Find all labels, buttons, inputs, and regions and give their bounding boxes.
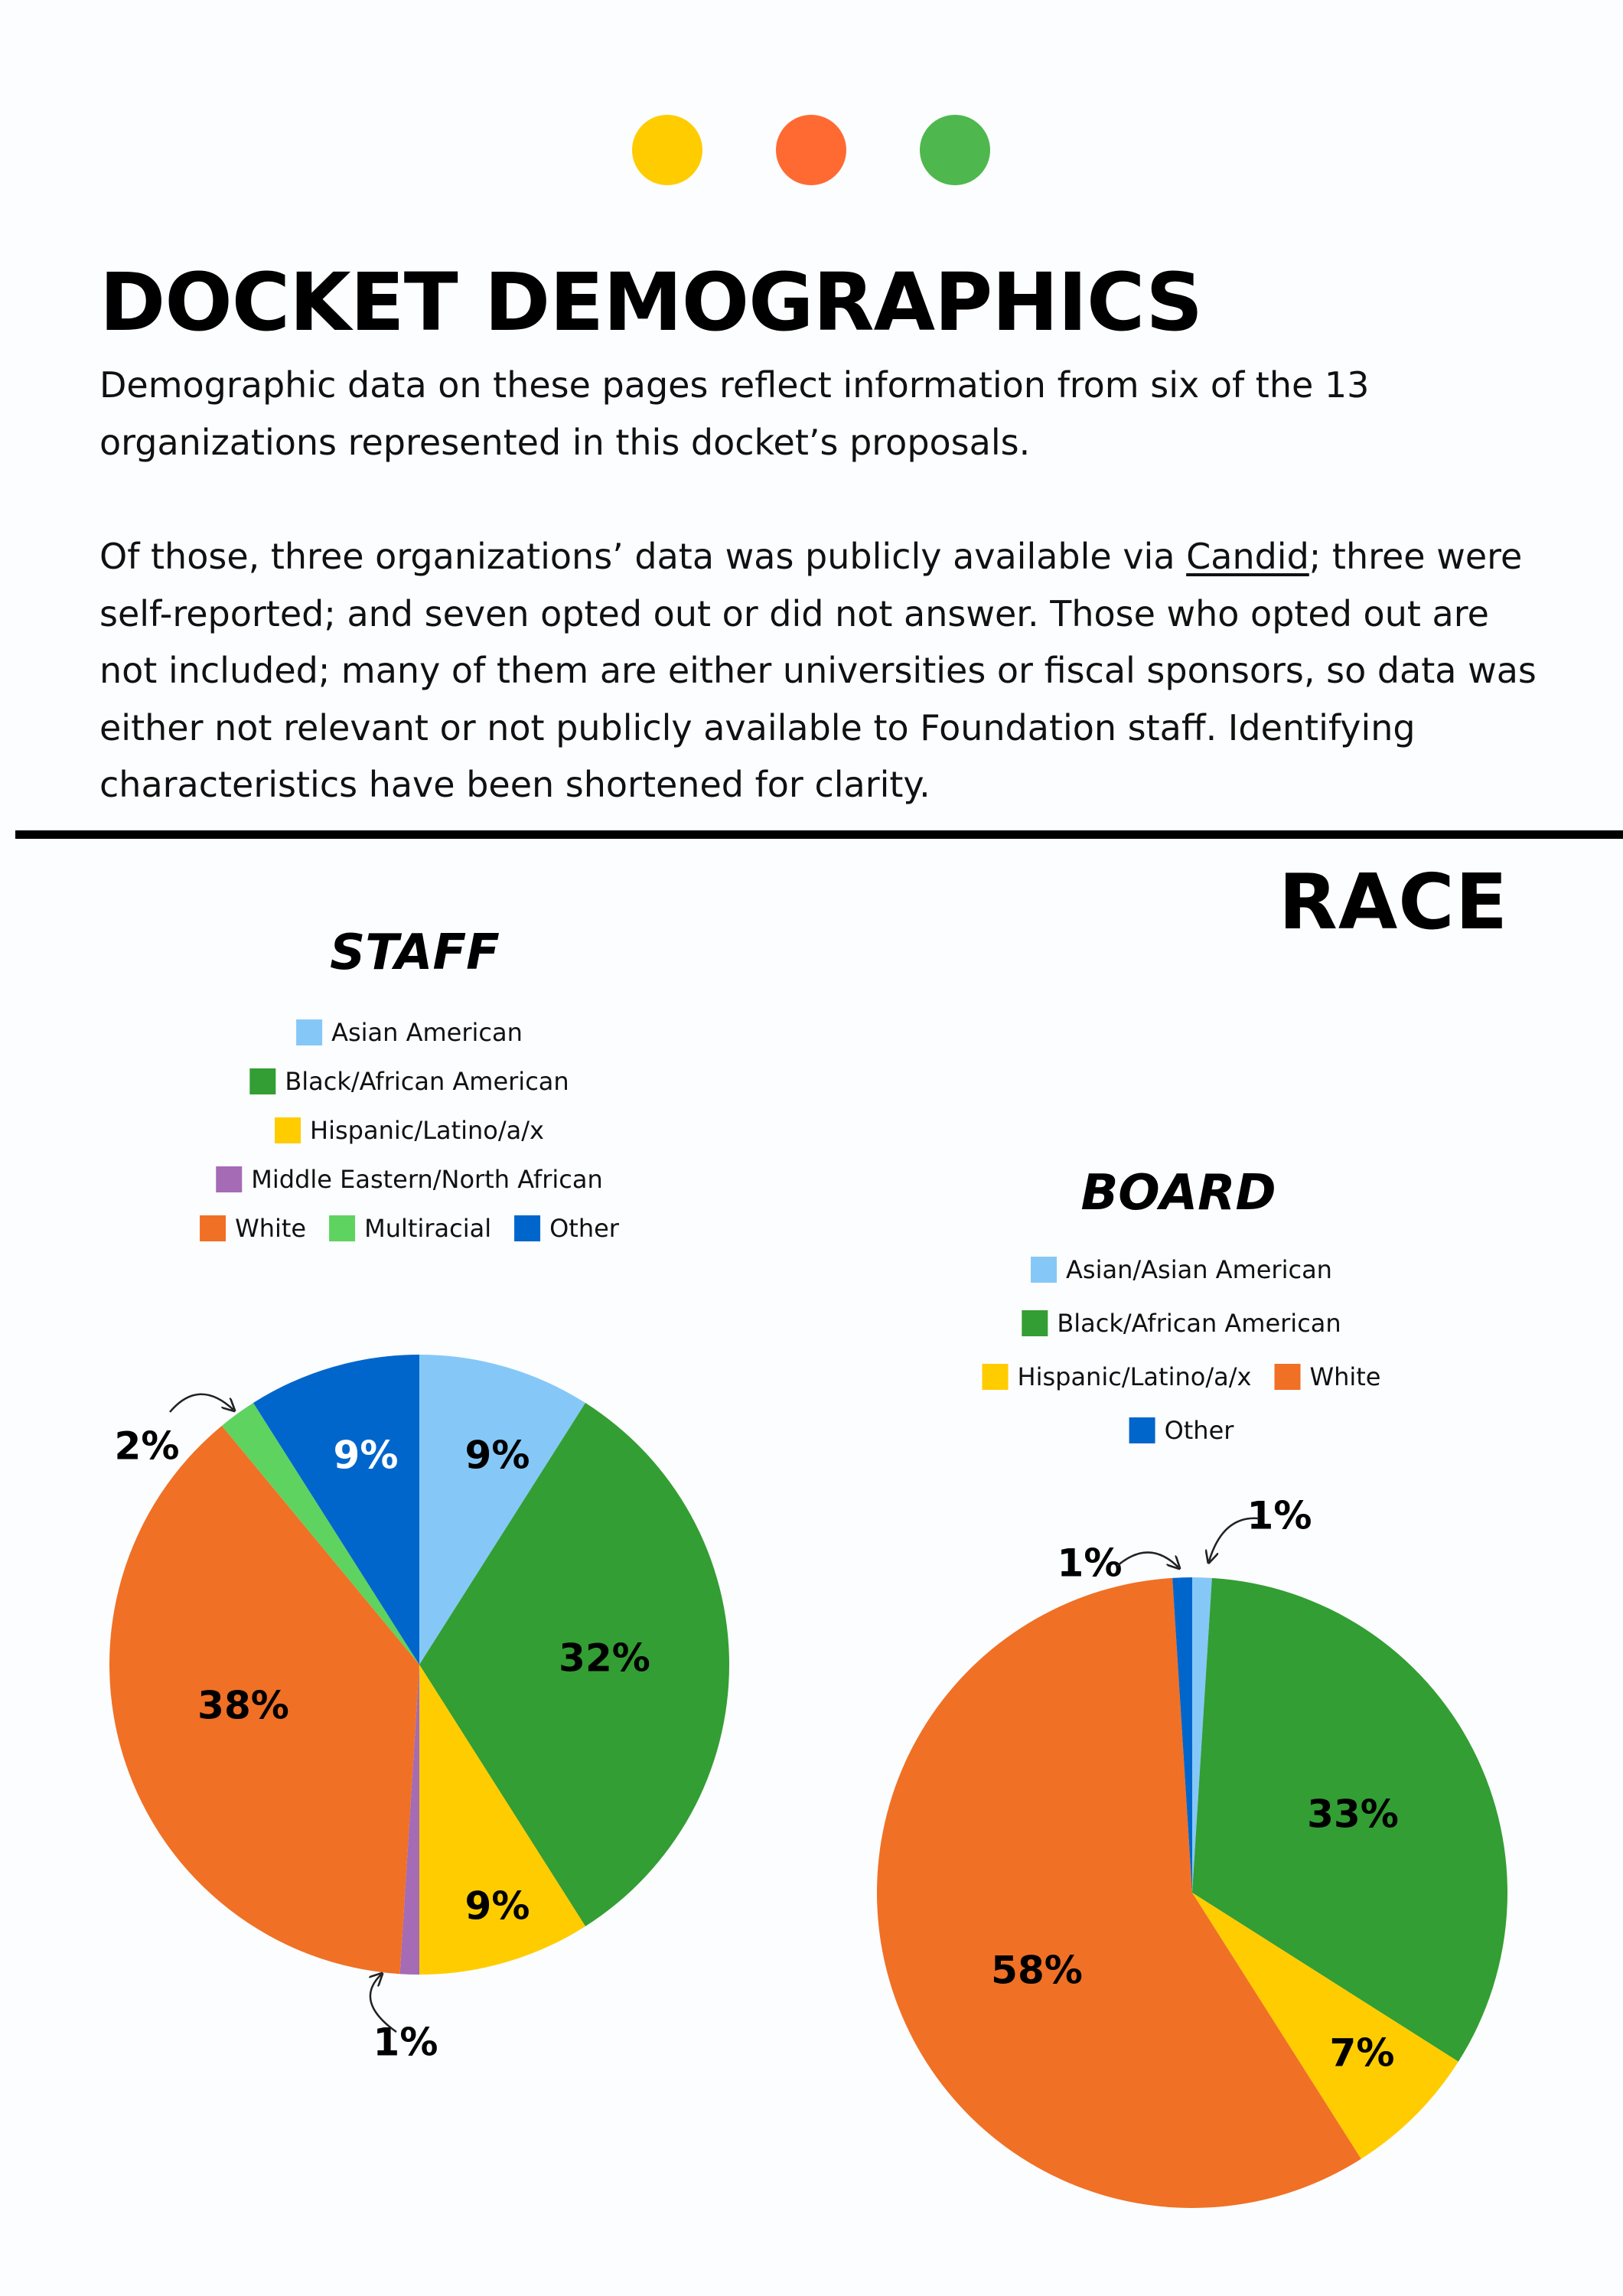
board-legend-row: Black/African American	[1022, 1309, 1341, 1338]
legend-label: White	[235, 1214, 307, 1243]
green-dot-icon	[920, 115, 990, 185]
staff-legend-item: Black/African American	[249, 1067, 569, 1096]
methodology-text-end: ; three were self-reported; and seven op…	[99, 536, 1537, 805]
legend-swatch	[1274, 1364, 1301, 1390]
board-slice-other	[1172, 1577, 1192, 1893]
staff-slice-label: 9%	[334, 1433, 399, 1478]
legend-label: Multiracial	[364, 1214, 492, 1243]
board-slice-label: 58%	[991, 1949, 1083, 1993]
legend-label: Hispanic/Latino/a/x	[1017, 1362, 1252, 1391]
legend-label: Middle Eastern/North African	[251, 1165, 603, 1194]
candid-link[interactable]: Candid	[1186, 536, 1309, 577]
board-slice-hispanic-latino-a-x	[1192, 1893, 1458, 2159]
staff-slice-label: 1%	[373, 2020, 438, 2065]
board-slice-label: 7%	[1330, 2031, 1395, 2076]
board-slice-black-african-american	[1192, 1577, 1508, 2062]
legend-label: Other	[1164, 1416, 1234, 1445]
board-slice-white	[876, 1577, 1361, 2208]
staff-slice-label: 2%	[115, 1424, 180, 1469]
legend-swatch	[275, 1117, 301, 1143]
board-slice-asian-asian-american	[1192, 1577, 1212, 1893]
staff-slice-middle-eastern-north-african	[399, 1665, 419, 1975]
section-title-race: RACE	[1278, 857, 1508, 947]
callout-arrow	[370, 1975, 397, 2033]
board-legend-row: Hispanic/Latino/a/x White	[982, 1362, 1380, 1391]
legend-swatch	[200, 1215, 227, 1241]
staff-slice-black-african-american	[419, 1403, 729, 1926]
staff-legend-row: Middle Eastern/North African	[216, 1165, 603, 1194]
legend-label: White	[1309, 1362, 1381, 1391]
staff-slice-label: 9%	[465, 1884, 530, 1929]
legend-swatch	[216, 1166, 243, 1192]
legend-label: Asian American	[331, 1018, 523, 1047]
staff-pie-chart: 9% 32% 9% 1% 38% 2% 9%	[109, 1355, 729, 2065]
staff-legend-item: Multiracial	[329, 1214, 491, 1243]
staff-slice-label: 38%	[197, 1684, 289, 1728]
legend-swatch	[249, 1068, 276, 1094]
legend-label: Asian/Asian American	[1066, 1255, 1332, 1284]
methodology-paragraph: Of those, three organizations’ data was …	[99, 528, 1553, 814]
methodology-text-start: Of those, three organizations’ data was …	[99, 536, 1187, 577]
staff-legend-row: Asian American	[296, 1018, 523, 1047]
orange-dot-icon	[776, 115, 846, 185]
legend-swatch	[329, 1215, 356, 1241]
board-pie-chart: 1% 33% 7% 58% 1%	[876, 1494, 1508, 2208]
staff-chart-title: STAFF	[330, 925, 500, 981]
staff-legend-item: Hispanic/Latino/a/x	[275, 1116, 544, 1145]
staff-slice-multiracial	[221, 1403, 419, 1665]
board-slice-label: 33%	[1307, 1792, 1399, 1837]
staff-slice-asian-american	[419, 1355, 586, 1665]
board-slice-label: 1%	[1247, 1494, 1312, 1538]
staff-slice-label: 9%	[465, 1433, 530, 1478]
legend-label: Other	[549, 1214, 619, 1243]
board-legend-item: White	[1274, 1362, 1380, 1391]
staff-legend-item: Other	[514, 1214, 619, 1243]
staff-slice-label: 32%	[559, 1636, 650, 1681]
page-title: DOCKET DEMOGRAPHICS	[99, 256, 1203, 349]
board-legend-item: Other	[1129, 1416, 1234, 1445]
callout-arrow	[169, 1393, 233, 1412]
staff-legend-row: Black/African American	[249, 1067, 569, 1096]
board-legend-item: Asian/Asian American	[1031, 1255, 1332, 1284]
intro-paragraph: Demographic data on these pages reflect …	[99, 364, 1370, 463]
callout-arrow	[1209, 1517, 1260, 1561]
section-divider	[15, 830, 1623, 839]
board-chart-title: BOARD	[1080, 1165, 1276, 1221]
board-legend-item: Hispanic/Latino/a/x	[982, 1362, 1252, 1391]
staff-legend-item: White	[200, 1214, 306, 1243]
board-legend-item: Black/African American	[1022, 1309, 1341, 1338]
staff-slice-other	[253, 1355, 419, 1665]
legend-label: Hispanic/Latino/a/x	[310, 1116, 544, 1145]
callouts	[169, 1393, 1260, 2033]
staff-legend-item: Middle Eastern/North African	[216, 1165, 603, 1194]
legend-swatch	[1129, 1417, 1155, 1443]
board-legend-row: Asian/Asian American	[1031, 1255, 1332, 1284]
staff-slice-white	[109, 1425, 419, 1975]
board-slice-label: 1%	[1058, 1541, 1123, 1586]
staff-legend-row: White Multiracial Other	[200, 1214, 619, 1243]
legend-swatch	[1031, 1257, 1058, 1283]
yellow-dot-icon	[632, 115, 702, 185]
staff-slice-hispanic-latino-a-x	[419, 1665, 586, 1975]
callout-arrow	[1116, 1551, 1178, 1567]
staff-legend-row: Hispanic/Latino/a/x	[275, 1116, 544, 1145]
legend-swatch	[296, 1019, 323, 1045]
legend-label: Black/African American	[1057, 1309, 1341, 1338]
board-legend-row: Other	[1129, 1416, 1234, 1445]
staff-legend-item: Asian American	[296, 1018, 523, 1047]
legend-label: Black/African American	[285, 1067, 569, 1096]
legend-swatch	[982, 1364, 1009, 1390]
legend-swatch	[514, 1215, 541, 1241]
legend-swatch	[1022, 1310, 1048, 1336]
